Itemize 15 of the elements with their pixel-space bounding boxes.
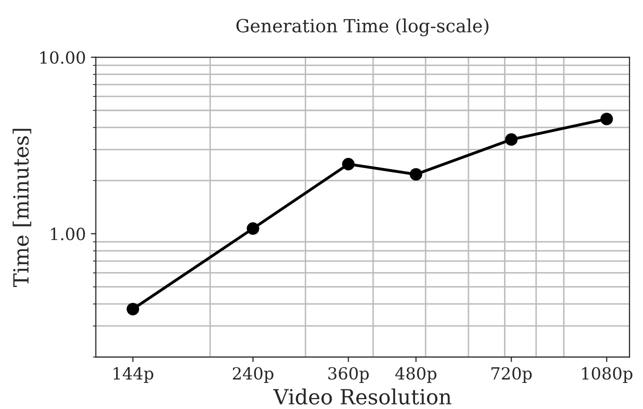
point: [410, 168, 422, 181]
x-axis-title: Video Resolution: [273, 388, 452, 405]
y-axis-title: Time [minutes]: [12, 128, 32, 288]
y-tick-label: 1.00: [51, 228, 85, 240]
point: [126, 302, 140, 316]
x-tick-label: 1080p: [582, 367, 632, 383]
chart-title: Generation Time (log-scale): [236, 18, 488, 36]
x-tick-label: 360p: [328, 367, 369, 383]
x-tick-label: 720p: [492, 367, 532, 383]
point: [505, 133, 518, 146]
point: [600, 112, 613, 126]
y-tick-label: 10.00: [40, 51, 85, 64]
x-tick-label: 480p: [395, 367, 436, 383]
x-tick-label: 144p: [114, 367, 154, 383]
x-tick-label: 240p: [232, 367, 274, 383]
